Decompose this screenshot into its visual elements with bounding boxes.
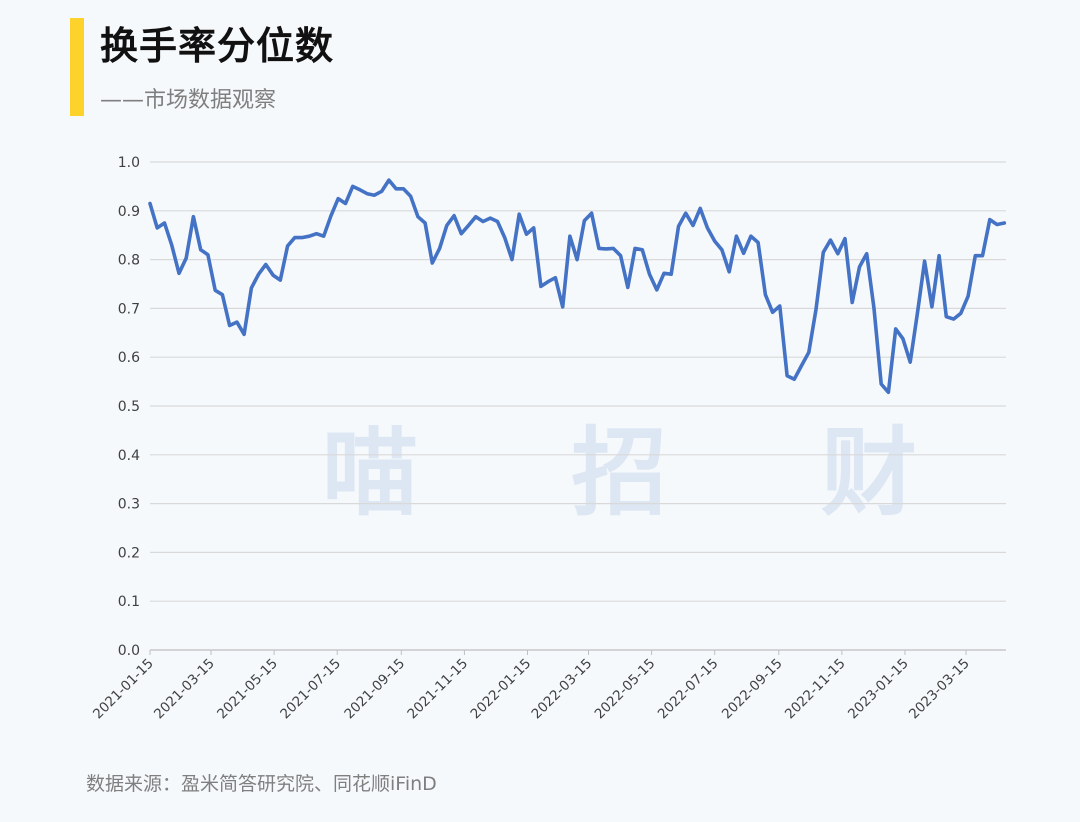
title-accent-bar — [70, 18, 84, 116]
x-axis-ticks: 2021-01-152021-03-152021-05-152021-07-15… — [90, 650, 973, 722]
y-tick-label: 0.4 — [118, 448, 140, 464]
x-tick-label: 2022-05-15 — [592, 656, 659, 723]
y-tick-label: 0.8 — [118, 253, 140, 269]
x-tick-label: 2021-05-15 — [214, 656, 281, 723]
y-tick-label: 0.3 — [118, 497, 140, 513]
x-tick-label: 2021-07-15 — [277, 656, 344, 723]
y-tick-label: 0.0 — [118, 643, 140, 659]
y-axis-ticks: 0.0 0.1 0.2 0.3 0.4 0.5 0.6 0.7 0.8 0.9 1.0 — [118, 155, 140, 659]
y-tick-label: 0.6 — [118, 350, 140, 366]
y-tick-label: 0.7 — [118, 301, 140, 317]
grid-lines — [150, 161, 1006, 651]
y-tick-label: 0.2 — [118, 545, 140, 561]
x-tick-label: 2021-09-15 — [341, 656, 408, 723]
y-tick-label: 0.1 — [118, 594, 140, 610]
page-subtitle: ——市场数据观察 — [100, 88, 277, 113]
series-layer — [148, 178, 1007, 395]
y-tick-label: 0.5 — [118, 399, 140, 415]
watermark: 喵 招 财 — [322, 417, 977, 529]
series-line — [148, 178, 1007, 395]
page-title: 换手率分位数 — [100, 24, 335, 68]
x-tick-label: 2022-07-15 — [655, 656, 722, 723]
x-tick-label: 2023-03-15 — [906, 656, 973, 723]
y-tick-label: 1.0 — [118, 155, 140, 171]
y-tick-label: 0.9 — [118, 204, 140, 220]
x-tick-label: 2022-01-15 — [468, 656, 535, 723]
x-tick-label: 2023-01-15 — [845, 656, 912, 723]
x-tick-label: 2021-01-15 — [90, 656, 157, 723]
x-tick-label: 2022-11-15 — [782, 656, 849, 723]
source-note: 数据来源：盈米简答研究院、同花顺iFinD — [86, 773, 437, 795]
x-tick-label: 2022-09-15 — [719, 656, 786, 723]
x-tick-label: 2022-03-15 — [529, 656, 596, 723]
x-tick-label: 2021-11-15 — [404, 656, 471, 723]
x-tick-label: 2021-03-15 — [151, 656, 218, 723]
